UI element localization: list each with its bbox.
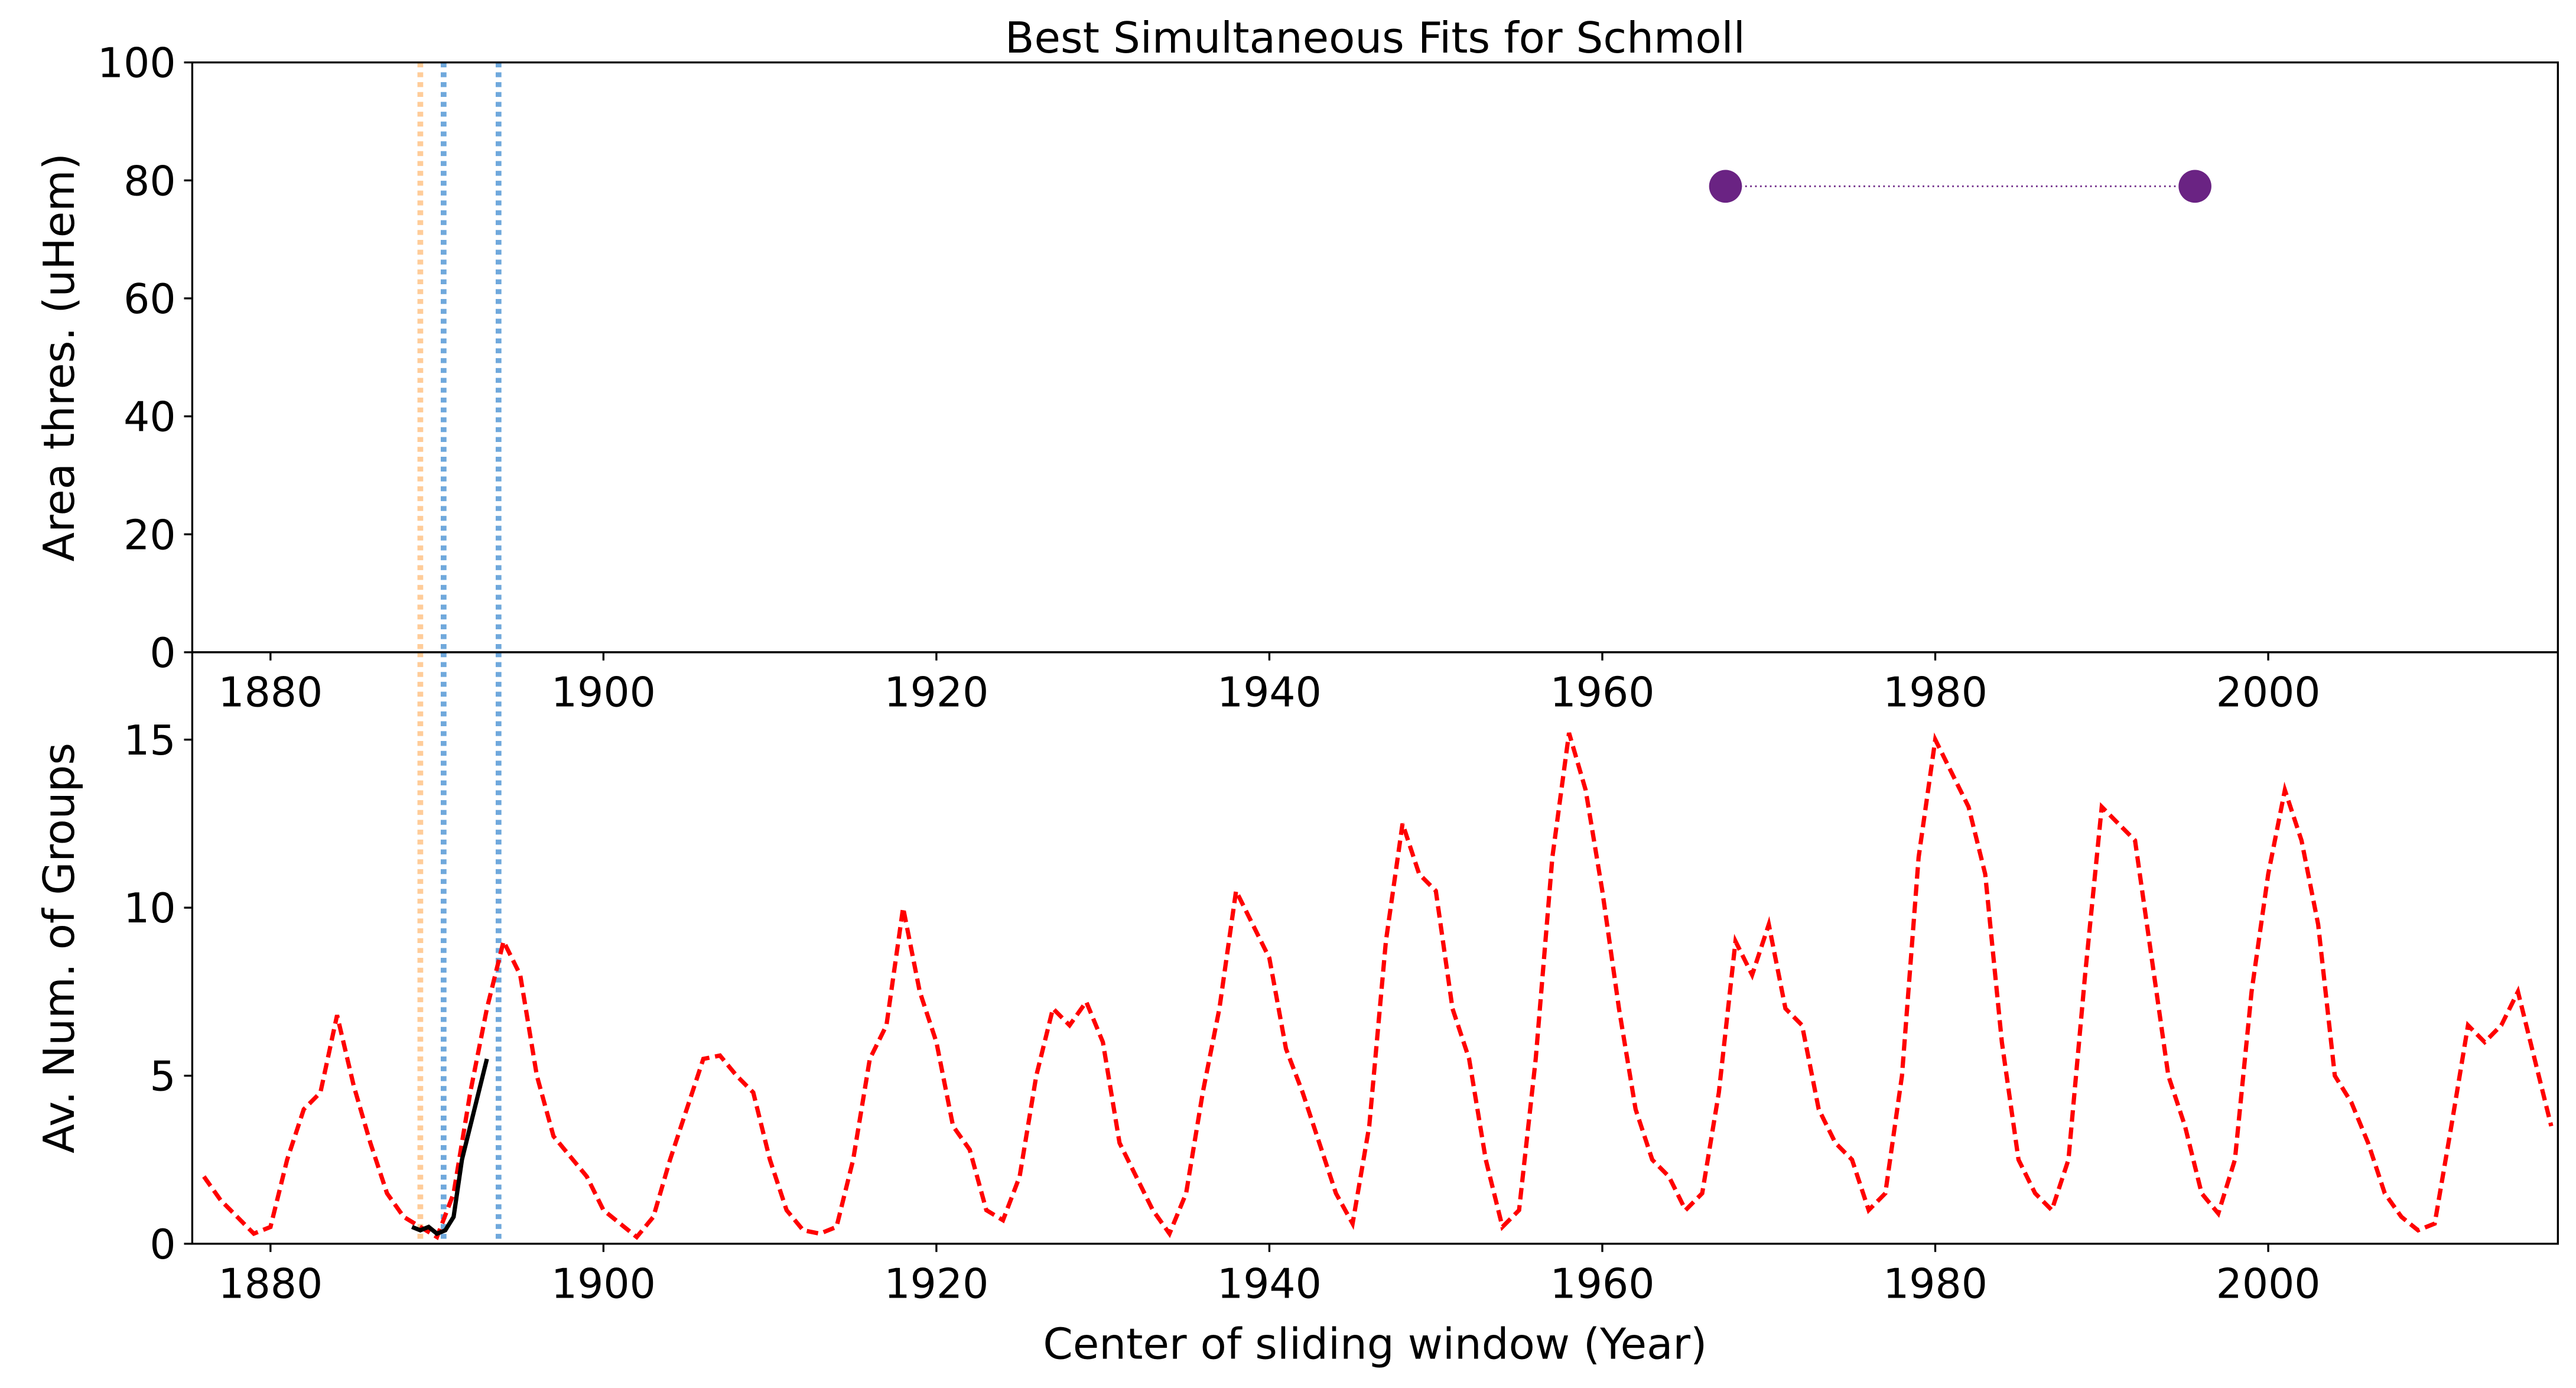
x-tick-label: 1900	[551, 669, 656, 717]
y-tick-label: 80	[123, 157, 175, 205]
data-line	[411, 1058, 489, 1236]
x-tick-label: 1940	[1217, 669, 1322, 717]
x-tick-label: 1960	[1550, 1260, 1655, 1308]
data-point	[2178, 170, 2211, 203]
y-tick-label: 60	[123, 275, 175, 323]
plot-frame	[191, 651, 2559, 1245]
x-tick-label: 2000	[2216, 1260, 2321, 1308]
chart-title: Best Simultaneous Fits for Schmoll	[1005, 14, 1745, 63]
x-tick-label: 2000	[2216, 669, 2321, 717]
y-tick-label: 15	[123, 717, 175, 765]
x-tick-label: 1980	[1883, 1260, 1988, 1308]
y-tick-label: 40	[123, 394, 175, 441]
x-tick-label: 1880	[218, 669, 323, 717]
y-tick-label: 0	[149, 629, 175, 677]
y-tick-label: 100	[97, 40, 176, 87]
y-tick-label: 0	[149, 1221, 175, 1269]
x-axis-label: Center of sliding window (Year)	[1043, 1320, 1707, 1370]
x-tick-label: 1940	[1217, 1260, 1322, 1308]
plot-frame	[191, 61, 2559, 654]
x-tick-label: 1920	[884, 1260, 988, 1308]
x-tick-label: 1980	[1883, 669, 1988, 717]
y-tick-label: 5	[149, 1053, 175, 1101]
y-axis-label: Av. Num. of Groups	[35, 743, 84, 1153]
data-line	[202, 732, 2554, 1240]
data-point	[1709, 170, 1742, 203]
y-tick-label: 10	[123, 885, 175, 932]
x-tick-label: 1880	[218, 1260, 323, 1308]
x-tick-label: 1960	[1550, 669, 1655, 717]
x-tick-label: 1920	[884, 669, 988, 717]
x-tick-label: 1900	[551, 1260, 656, 1308]
y-axis-label: Area thres. (uHem)	[35, 153, 84, 561]
y-tick-label: 20	[123, 511, 175, 559]
